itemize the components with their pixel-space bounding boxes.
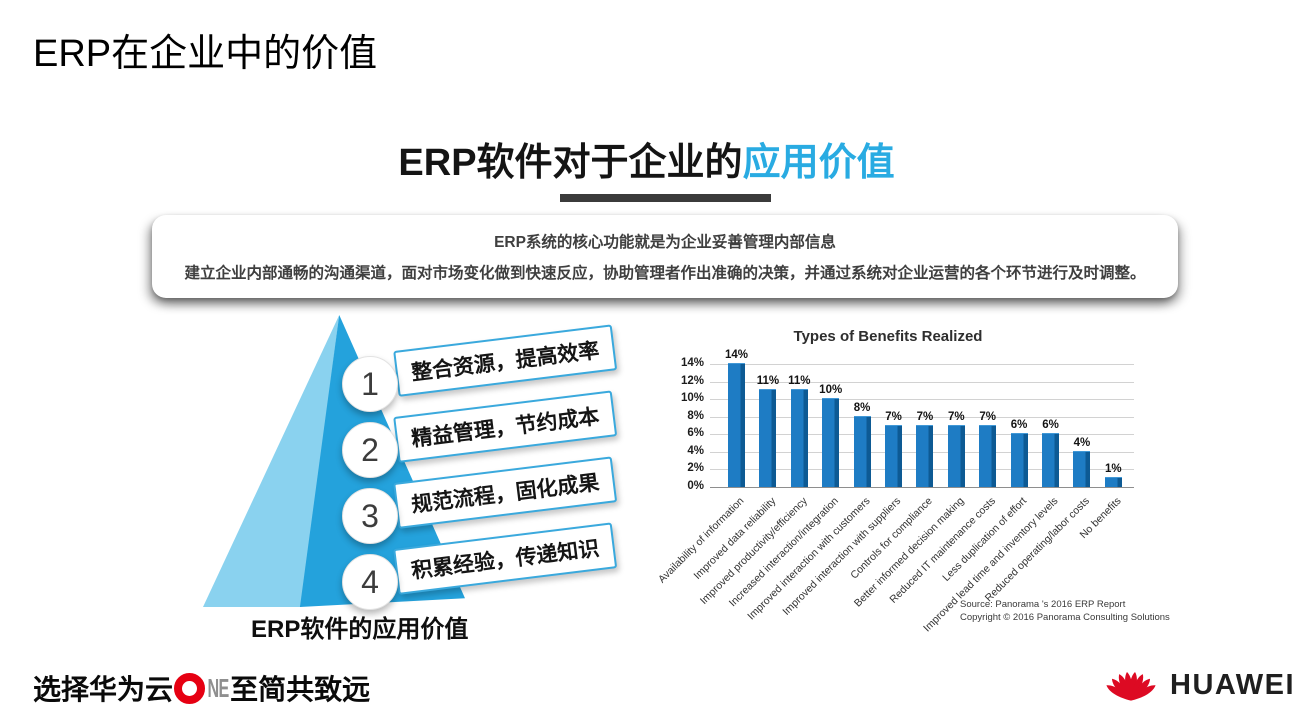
chart-categories: Availability of information Improved data… [656, 490, 1134, 668]
chart-title: Types of Benefits Realized [793, 328, 983, 345]
summary-line-1: ERP系统的核心功能就是为企业妥善管理内部信息 [494, 234, 836, 251]
bar-value-label: 10% [819, 384, 843, 397]
bar [1042, 433, 1059, 487]
y-tick-label: 2% [687, 462, 704, 475]
y-tick-label: 10% [680, 392, 704, 405]
y-tick-label: 8% [687, 409, 704, 422]
bar-value-label: 7% [979, 410, 996, 423]
benefits-chart: Types of Benefits Realized 14% 11% 11% 10% 8… [638, 326, 1178, 671]
one-ring-logo-icon [174, 672, 206, 704]
step-banner-2: 精益管理，节约成本 [393, 390, 618, 463]
step-number-badge-2: 2 [342, 422, 398, 478]
gridline [710, 399, 1134, 401]
y-tick-label: 14% [680, 357, 704, 369]
chart-source-line-2: Copyright © 2016 Panorama Consulting Sol… [960, 612, 1170, 624]
gridline [710, 416, 1134, 418]
step-number-badge-3: 3 [342, 488, 398, 544]
slogan-prefix: 选择华为云 [33, 674, 174, 705]
bar-value-label: 14% [724, 349, 749, 361]
section-heading-black: ERP软件对于企业的 [398, 142, 743, 184]
bar [947, 424, 965, 487]
step-banner-3: 规范流程，固化成果 [393, 456, 618, 529]
bar [885, 424, 902, 487]
chart-grid: 14% 11% 11% 10% 8% 7% 7% 7% 7% 6% 6% 4% 1% [710, 349, 1134, 488]
summary-card: ERP系统的核心功能就是为企业妥善管理内部信息 建立企业内部通畅的沟通渠道，面对… [152, 215, 1178, 298]
step-number-badge-1: 1 [342, 356, 398, 412]
chart-source: Source: Panorama 's 2016 ERP Report Copy… [960, 598, 1170, 625]
y-tick-label: 0% [687, 480, 704, 492]
y-tick-label: 6% [687, 427, 704, 440]
y-tick-label: 12% [680, 374, 704, 387]
chart-source-line-1: Source: Panorama 's 2016 ERP Report [960, 599, 1126, 610]
bar-value-label: 7% [916, 410, 934, 423]
bar-value-label: 6% [1042, 419, 1059, 432]
pyramid-caption: ERP软件的应用价值 [251, 616, 469, 643]
bar-value-label: 11% [788, 375, 811, 388]
bar [1073, 450, 1091, 487]
bar [916, 424, 934, 487]
bar-value-label: 7% [885, 410, 902, 423]
bar [822, 398, 840, 487]
section-heading: ERP软件对于企业的应用价值 [0, 131, 1293, 186]
bar-value-label: 11% [756, 375, 780, 388]
huawei-flower-icon [1106, 671, 1156, 701]
bar [728, 363, 745, 487]
huawei-logo: HUAWEI [1102, 657, 1293, 713]
summary-line-2: 建立企业内部通畅的沟通渠道，面对市场变化做到快速反应，协助管理者作出准确的决策，… [184, 265, 1146, 282]
bar-value-label: 7% [947, 410, 965, 423]
bar [759, 389, 777, 487]
footer-slogan: 选择华为云 NE 至简共致远 [33, 668, 370, 708]
heading-underline [560, 194, 771, 202]
step-banner-1: 整合资源，提高效率 [393, 324, 618, 397]
bar-value-label: 4% [1073, 436, 1091, 449]
slogan-suffix: 至简共致远 [230, 674, 371, 705]
bar [1010, 433, 1028, 487]
bar [853, 415, 871, 487]
bar [790, 389, 808, 487]
gridline [710, 381, 1134, 383]
section-heading-accent: 应用价值 [742, 142, 895, 184]
y-tick-label: 4% [687, 444, 704, 457]
page-title: ERP在企业中的价值 [33, 33, 378, 75]
huawei-wordmark: HUAWEI [1170, 668, 1293, 701]
bar [1104, 477, 1122, 487]
step-number-badge-4: 4 [342, 554, 398, 610]
bar-value-label: 6% [1010, 419, 1028, 432]
bar-value-label: 8% [853, 401, 871, 414]
bar [979, 424, 997, 487]
one-letters: NE [207, 672, 229, 703]
bar-value-label: 1% [1104, 463, 1122, 476]
gridline [710, 364, 1134, 365]
